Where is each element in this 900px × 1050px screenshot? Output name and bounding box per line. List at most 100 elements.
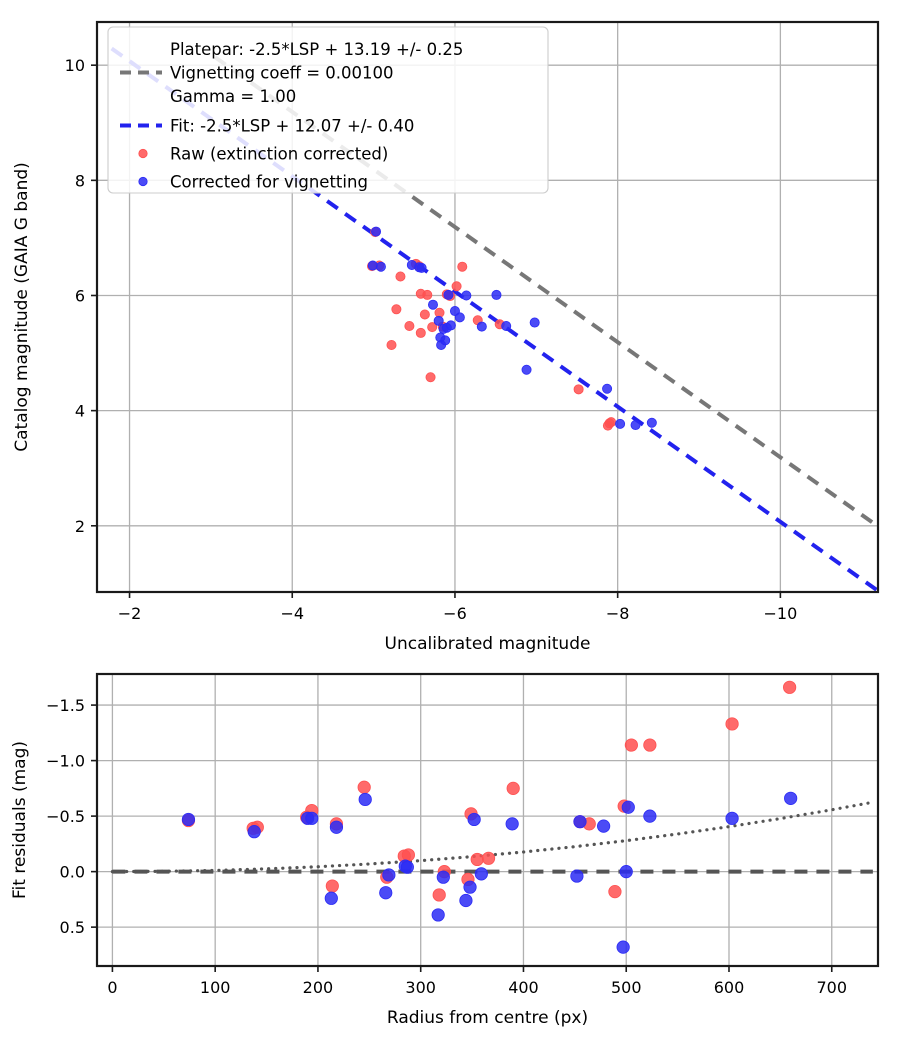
data-point bbox=[382, 868, 396, 882]
data-point bbox=[470, 852, 484, 867]
data-point bbox=[443, 289, 454, 300]
data-point bbox=[573, 815, 587, 829]
data-point bbox=[329, 820, 344, 834]
x-tick-label: 500 bbox=[611, 978, 642, 997]
x-axis-label: Uncalibrated magnitude bbox=[385, 634, 591, 654]
data-point bbox=[467, 812, 481, 827]
y-tick-label: 0.5 bbox=[60, 918, 85, 937]
data-point bbox=[630, 420, 641, 431]
data-point bbox=[247, 825, 261, 839]
data-point bbox=[427, 322, 438, 333]
x-tick-label: 400 bbox=[508, 978, 539, 997]
y-tick-label: −1.5 bbox=[46, 696, 85, 715]
legend-label-0-2: Gamma = 1.00 bbox=[170, 87, 296, 106]
data-point bbox=[395, 271, 406, 282]
x-tick-label: −8 bbox=[606, 604, 630, 623]
data-point bbox=[521, 364, 532, 375]
data-point bbox=[425, 372, 436, 383]
data-point bbox=[616, 940, 630, 954]
data-point bbox=[379, 886, 393, 900]
data-point bbox=[597, 819, 611, 833]
data-point bbox=[474, 867, 488, 881]
axes-fit-residuals: 0 100 200 300 400 500 600 700 0.5 0.0 −0.5 −1.0 −1.5… bbox=[10, 672, 880, 1028]
data-point bbox=[433, 315, 444, 326]
y-tick-label: 10 bbox=[65, 56, 85, 75]
data-point bbox=[481, 851, 496, 865]
plot-frame-photometric-calibration bbox=[95, 20, 880, 594]
data-point bbox=[461, 290, 472, 301]
x-tick-label: 600 bbox=[714, 978, 745, 997]
data-point bbox=[476, 321, 487, 332]
x-tick-label: −10 bbox=[763, 604, 797, 623]
legend: Platepar: -2.5*LSP + 13.19 +/- 0.25 Vigne… bbox=[107, 26, 549, 194]
data-point bbox=[619, 865, 633, 879]
x-tick-label: −6 bbox=[443, 604, 467, 623]
data-point bbox=[367, 260, 378, 271]
data-point bbox=[324, 891, 338, 905]
data-point bbox=[506, 781, 520, 795]
x-tick-label: 700 bbox=[816, 978, 847, 997]
y-tick-label: −0.5 bbox=[46, 807, 85, 826]
data-point bbox=[445, 320, 456, 331]
data-point bbox=[432, 888, 446, 902]
data-point bbox=[371, 226, 382, 237]
x-axis-label: Radius from centre (px) bbox=[387, 1008, 588, 1028]
data-point bbox=[401, 848, 415, 862]
data-point bbox=[436, 870, 450, 884]
data-point bbox=[375, 261, 386, 272]
legend-label-0-1: Vignetting coeff = 0.00100 bbox=[170, 64, 394, 83]
data-point bbox=[725, 811, 739, 825]
data-point bbox=[325, 879, 339, 893]
data-point bbox=[646, 417, 657, 428]
data-point bbox=[416, 262, 427, 273]
data-point bbox=[643, 809, 657, 823]
y-axis-label: Catalog magnitude (GAIA G band) bbox=[12, 162, 32, 452]
scatter-series-corrected bbox=[181, 791, 798, 954]
data-point bbox=[608, 885, 622, 899]
x-tick-label: −2 bbox=[118, 604, 142, 623]
data-point bbox=[451, 281, 462, 292]
plot-frame-fit-residuals bbox=[95, 672, 880, 968]
data-point bbox=[602, 383, 613, 394]
data-point bbox=[784, 791, 798, 805]
y-axis-label: Fit residuals (mag) bbox=[10, 741, 30, 899]
scatter-series-corrected bbox=[367, 226, 657, 431]
y-tick-label: −1.0 bbox=[46, 752, 85, 771]
data-point bbox=[386, 339, 397, 350]
legend-label-0-0: Platepar: -2.5*LSP + 13.19 +/- 0.25 bbox=[170, 40, 463, 59]
x-tick-label: 100 bbox=[200, 978, 231, 997]
data-point bbox=[357, 780, 371, 794]
data-point bbox=[404, 320, 415, 331]
data-point bbox=[501, 320, 512, 331]
data-point bbox=[624, 738, 638, 752]
data-point bbox=[440, 335, 451, 346]
legend-marker-swatch-3 bbox=[138, 176, 148, 187]
data-point bbox=[491, 289, 502, 300]
data-point bbox=[305, 811, 319, 825]
y-tick-label: 2 bbox=[75, 517, 85, 536]
data-point bbox=[459, 893, 473, 908]
data-point bbox=[181, 812, 196, 827]
data-point bbox=[643, 738, 657, 752]
y-tick-label: 4 bbox=[75, 402, 85, 421]
data-point bbox=[725, 717, 739, 731]
y-tick-label: 6 bbox=[75, 286, 85, 305]
data-point bbox=[454, 312, 465, 323]
x-tick-label: 200 bbox=[303, 978, 334, 997]
legend-background bbox=[107, 26, 549, 194]
data-point bbox=[431, 908, 445, 922]
data-point bbox=[422, 289, 433, 300]
data-point bbox=[391, 304, 402, 315]
data-point bbox=[606, 417, 617, 428]
y-tick-label: 0.0 bbox=[60, 863, 85, 882]
data-point bbox=[358, 792, 372, 807]
data-point bbox=[573, 384, 584, 395]
plot-area-fit-residuals bbox=[110, 680, 875, 954]
data-point bbox=[621, 800, 635, 814]
data-point bbox=[419, 309, 430, 320]
legend-label-3-0: Corrected for vignetting bbox=[170, 173, 368, 192]
x-tick-label: 300 bbox=[405, 978, 436, 997]
legend-marker-swatch-2 bbox=[138, 148, 148, 159]
